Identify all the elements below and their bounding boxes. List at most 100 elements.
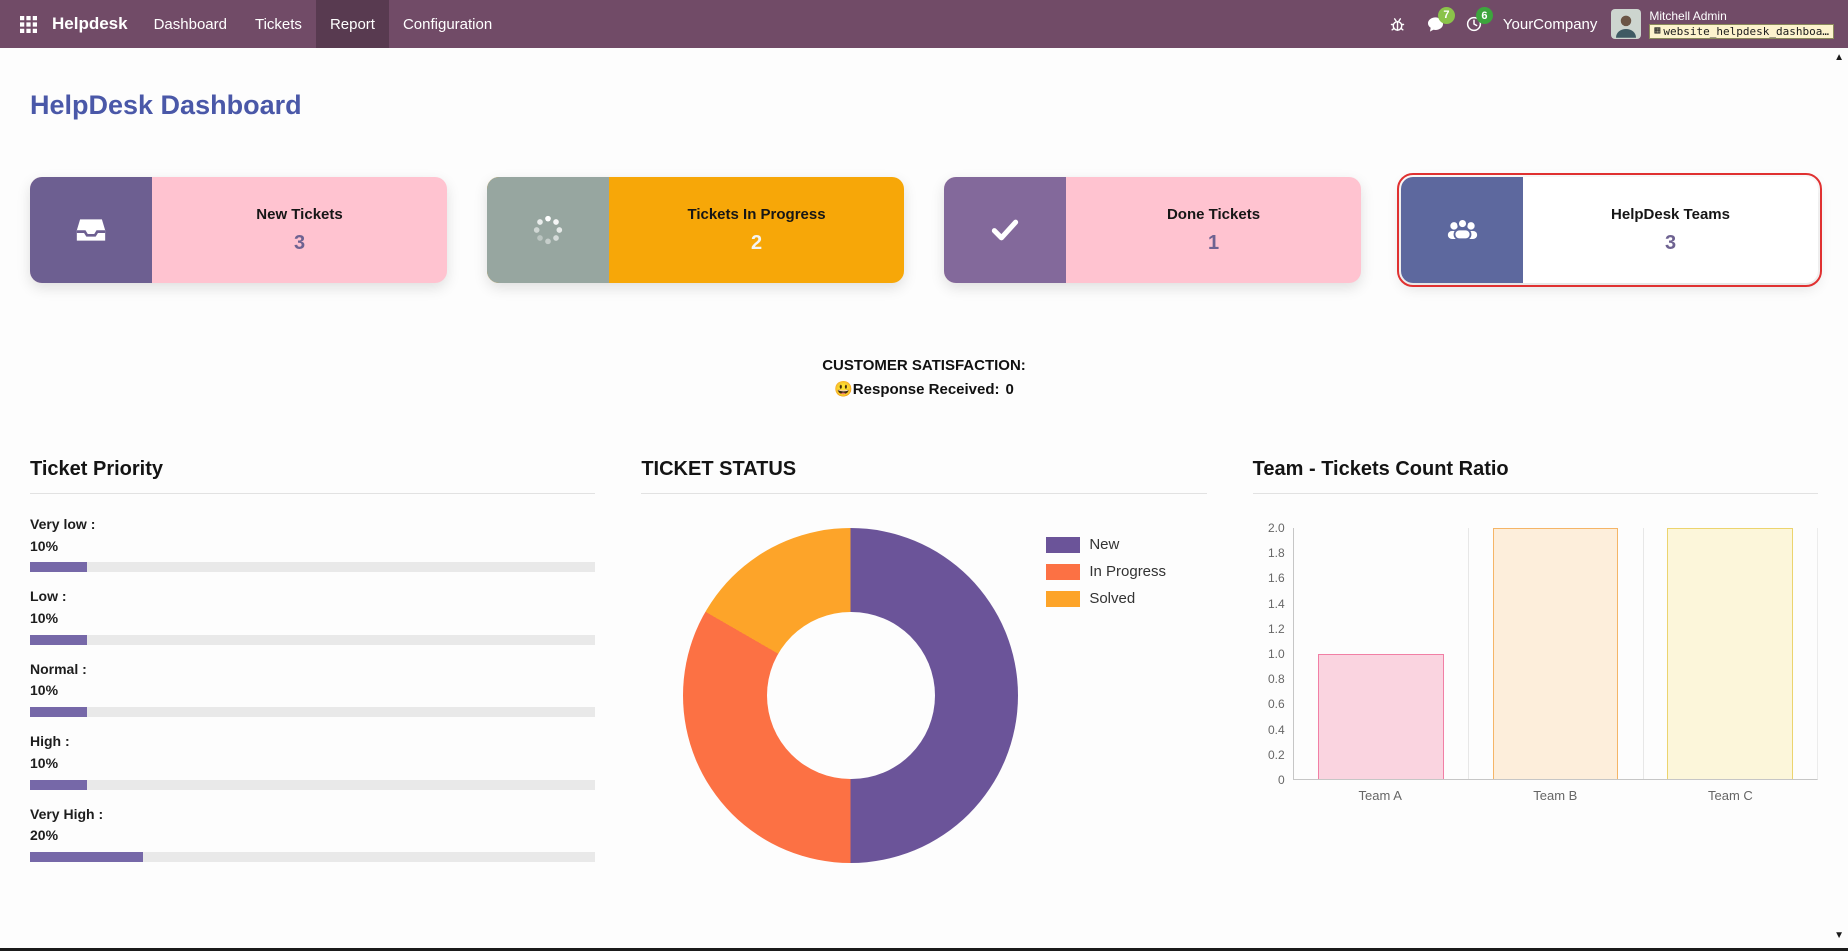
kpi-value: 3	[293, 231, 306, 254]
nav-item-tickets[interactable]: Tickets	[254, 15, 302, 33]
apps-menu-icon[interactable]	[10, 15, 46, 33]
debug-module-text: website_helpdesk_dashboa…	[1663, 24, 1829, 38]
legend-label: Solved	[1089, 590, 1136, 607]
donut-hole	[767, 611, 935, 780]
priority-row: High : 10%	[30, 731, 596, 790]
bar-team-c[interactable]	[1666, 528, 1793, 779]
scrollbar-down-arrow[interactable]: ▼	[1834, 930, 1844, 941]
y-tick-label: 0.8	[1267, 672, 1285, 687]
legend-swatch	[1046, 536, 1081, 553]
priority-row: Very High : 20%	[30, 804, 596, 862]
satisfaction-heading: CUSTOMER SATISFACTION:	[822, 357, 1026, 374]
kpi-label: New Tickets	[256, 205, 343, 223]
nav-item-report[interactable]: Report	[315, 0, 389, 48]
y-tick-label: 1.0	[1267, 647, 1285, 661]
response-received-label: Response Received:	[852, 381, 1000, 398]
divider	[641, 493, 1207, 494]
legend-item-new[interactable]: New	[1046, 536, 1166, 553]
activities-badge: 6	[1475, 7, 1493, 24]
y-tick-label: 1.8	[1267, 546, 1285, 561]
x-tick-label: Team B	[1533, 788, 1578, 803]
y-tick-label: 0	[1277, 773, 1285, 787]
top-navbar: Helpdesk Dashboard Tickets Report Configura…	[0, 0, 1848, 48]
priority-row: Normal : 10%	[30, 659, 596, 718]
messages-icon[interactable]: 7	[1426, 6, 1455, 34]
user-block: Mitchell Admin ▦ website_helpdesk_dashbo…	[1649, 9, 1834, 40]
team-chart-title: Team - Tickets Count Ratio	[1252, 458, 1509, 480]
priority-row: Very low : 10%	[30, 514, 596, 573]
priority-progressbar-fill	[30, 634, 87, 645]
legend-label: New	[1089, 536, 1120, 553]
y-tick-label: 1.6	[1267, 571, 1285, 586]
bar-team-b[interactable]	[1492, 528, 1619, 779]
priority-row: Low : 10%	[30, 586, 596, 645]
window-bottom-edge	[0, 948, 1848, 951]
priority-progressbar	[30, 562, 596, 573]
debug-bug-icon[interactable]	[1389, 16, 1406, 33]
smiley-icon: 😃	[834, 381, 853, 398]
priority-progressbar-fill	[30, 851, 144, 862]
priority-progressbar	[30, 779, 596, 790]
ticket-priority-panel: Ticket Priority Very low :10% Low :10% Nor…	[30, 458, 596, 876]
team-ratio-panel: Team - Tickets Count Ratio 2.0 1.8 1.6 1.4 1…	[1252, 458, 1818, 876]
y-tick-label: 0.2	[1267, 747, 1285, 762]
bar-team-a[interactable]	[1318, 653, 1444, 779]
app-brand[interactable]: Helpdesk	[52, 14, 128, 33]
status-chart-title: TICKET STATUS	[641, 458, 797, 480]
gridline	[1642, 528, 1644, 779]
priority-progressbar	[30, 851, 596, 862]
kpi-value: 3	[1664, 231, 1677, 254]
bar-plot-area	[1292, 528, 1818, 780]
user-avatar[interactable]	[1611, 9, 1642, 39]
gridline	[1468, 528, 1470, 779]
activities-icon[interactable]: 6	[1465, 7, 1493, 33]
divider	[1252, 493, 1818, 494]
priority-progressbar-fill	[30, 562, 87, 573]
priority-percent: 10%	[30, 682, 59, 699]
priority-progressbar	[30, 634, 596, 645]
priority-list: Very low : 10% Low : 10% Normal : 10% High : 10…	[30, 514, 596, 862]
scrollbar-up-arrow[interactable]: ▲	[1834, 52, 1844, 63]
y-tick-label: 1.2	[1267, 621, 1285, 636]
team-bar-chart: 2.0 1.8 1.6 1.4 1.2 1.0 0.8 0.6 0.4 0.2 0 Team A Te…	[1253, 514, 1818, 803]
kpi-card-new-tickets[interactable]: New Tickets 3	[30, 177, 447, 283]
response-received-value: 0	[1005, 381, 1014, 398]
check-icon	[944, 177, 1066, 283]
priority-progressbar	[30, 707, 596, 718]
legend-item-in-progress[interactable]: In Progress	[1046, 563, 1166, 580]
user-name[interactable]: Mitchell Admin	[1649, 8, 1727, 23]
messages-badge: 7	[1437, 6, 1455, 24]
kpi-label: Done Tickets	[1166, 205, 1261, 223]
nav-item-configuration[interactable]: Configuration	[402, 15, 493, 33]
legend-item-solved[interactable]: Solved	[1046, 590, 1166, 607]
priority-label: Low :	[30, 588, 67, 605]
priority-label: High :	[30, 733, 70, 750]
priority-label: Very High :	[30, 805, 104, 822]
users-icon	[1401, 177, 1523, 283]
priority-percent: 10%	[30, 754, 59, 771]
y-axis: 2.0 1.8 1.6 1.4 1.2 1.0 0.8 0.6 0.4 0.2 0	[1253, 521, 1293, 787]
y-tick-label: 1.4	[1267, 596, 1285, 611]
spinner-icon	[487, 177, 609, 283]
legend-swatch	[1046, 590, 1081, 607]
legend-label: In Progress	[1089, 563, 1167, 580]
priority-progressbar-fill	[30, 779, 87, 790]
ticket-status-panel: TICKET STATUS New In Progress Solved	[641, 458, 1207, 876]
company-name[interactable]: YourCompany	[1502, 15, 1598, 33]
kpi-card-done-tickets[interactable]: Done Tickets 1	[944, 177, 1361, 283]
donut-legend: New In Progress Solved	[1046, 536, 1166, 607]
kpi-value: 1	[1207, 231, 1220, 254]
inbox-icon	[30, 177, 152, 283]
divider	[30, 493, 596, 494]
page-title: HelpDesk Dashboard	[30, 90, 302, 120]
nav-item-dashboard[interactable]: Dashboard	[153, 15, 227, 33]
priority-percent: 10%	[30, 537, 59, 554]
priority-label: Very low :	[30, 516, 96, 532]
priority-label: Normal :	[30, 660, 87, 677]
y-tick-label: 2.0	[1267, 521, 1285, 535]
priority-chart-title: Ticket Priority	[30, 458, 164, 480]
kpi-card-helpdesk-teams[interactable]: HelpDesk Teams 3	[1397, 173, 1822, 287]
priority-percent: 20%	[30, 827, 59, 844]
kpi-card-tickets-in-progress[interactable]: Tickets In Progress 2	[487, 177, 904, 283]
legend-swatch	[1046, 563, 1081, 580]
